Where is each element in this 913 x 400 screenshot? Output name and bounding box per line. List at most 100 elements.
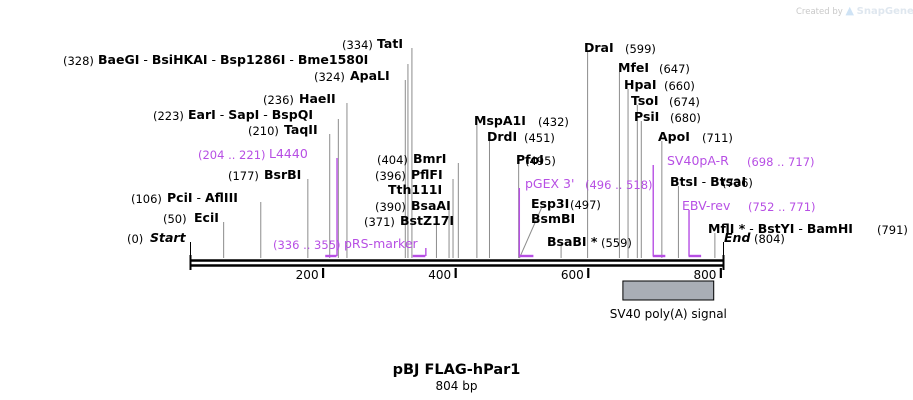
enzyme-position-apali[interactable]: (324) xyxy=(314,68,345,84)
enzyme-name[interactable]: Bsp1286I xyxy=(220,52,286,67)
enzyme-position-btsi-group[interactable]: (736) xyxy=(722,174,753,190)
enzyme-name[interactable]: PfoI xyxy=(516,152,544,167)
enzyme-name[interactable]: PciI xyxy=(167,190,193,205)
enzyme-name[interactable]: DrdI xyxy=(487,129,518,144)
enzyme-label-pflfi[interactable]: PflFI xyxy=(411,166,443,182)
feature-label-ebv-rev[interactable]: EBV-rev xyxy=(682,197,730,213)
enzyme-position-hpai[interactable]: (660) xyxy=(664,77,695,93)
enzyme-label-esp3i[interactable]: Esp3I xyxy=(531,195,569,211)
terminal-position-start[interactable]: (0) xyxy=(127,230,143,246)
enzyme-position-mfli-group[interactable]: (791) xyxy=(877,221,908,237)
enzyme-position-apoi[interactable]: (711) xyxy=(702,129,733,145)
feature-label-l4440[interactable]: L4440 xyxy=(269,145,308,161)
enzyme-name[interactable]: AflIII xyxy=(204,190,238,205)
enzyme-label-btsi-group[interactable]: BtsI - BtsaI xyxy=(670,173,746,189)
feature-name[interactable]: pRS-marker xyxy=(344,236,418,251)
enzyme-name[interactable]: EciI xyxy=(194,210,219,225)
terminal-label-end[interactable]: End xyxy=(724,229,750,245)
enzyme-label-mfli-group[interactable]: MflI * - BstYI - BamHI xyxy=(708,220,853,236)
enzyme-position-haeii[interactable]: (236) xyxy=(263,91,294,107)
enzyme-label-psii[interactable]: PsiI xyxy=(634,108,659,124)
enzyme-label-ecii[interactable]: EciI xyxy=(194,209,219,225)
enzyme-position-tati[interactable]: (334) xyxy=(342,36,373,52)
enzyme-name[interactable]: BsaAI xyxy=(411,198,451,213)
feature-name[interactable]: EBV-rev xyxy=(682,198,731,213)
enzyme-name[interactable]: TsoI xyxy=(631,93,659,108)
feature-name[interactable]: L4440 xyxy=(269,146,308,161)
enzyme-label-bsrbi[interactable]: BsrBI xyxy=(264,166,301,182)
enzyme-position-tsoi[interactable]: (674) xyxy=(669,93,700,109)
enzyme-label-bsmbi[interactable]: BsmBI xyxy=(531,210,575,226)
enzyme-position-bsaai[interactable]: (390) xyxy=(375,198,406,214)
enzyme-label-hpai[interactable]: HpaI xyxy=(624,76,657,92)
enzyme-name[interactable]: PsiI xyxy=(634,109,660,124)
enzyme-name[interactable]: MflI * xyxy=(708,221,746,236)
enzyme-label-apali[interactable]: ApaLI xyxy=(350,67,390,83)
feature-name[interactable]: pGEX 3' xyxy=(525,176,575,191)
enzyme-name[interactable]: Tth111I xyxy=(388,182,443,197)
enzyme-position-pcii-group[interactable]: (106) xyxy=(131,190,162,206)
enzyme-name[interactable]: BsaBI * xyxy=(547,234,598,249)
enzyme-name[interactable]: BsmBI xyxy=(531,211,576,226)
terminal-name[interactable]: Start xyxy=(150,230,186,245)
enzyme-position-bsrbi[interactable]: (177) xyxy=(228,167,259,183)
enzyme-position-mfei[interactable]: (647) xyxy=(659,60,690,76)
enzyme-label-baegi-group[interactable]: BaeGI - BsiHKAI - Bsp1286I - Bme1580I xyxy=(98,51,368,67)
enzyme-name[interactable]: BspQI xyxy=(271,107,313,122)
enzyme-name[interactable]: BamHI xyxy=(806,221,853,236)
enzyme-name[interactable]: TaqII xyxy=(284,122,318,137)
terminal-label-start[interactable]: Start xyxy=(150,229,186,245)
feature-range-prs-marker[interactable]: (336 .. 355) xyxy=(273,236,341,252)
enzyme-position-taqii[interactable]: (210) xyxy=(248,122,279,138)
enzyme-position-bstz17i[interactable]: (371) xyxy=(364,213,395,229)
enzyme-label-drai[interactable]: DraI xyxy=(584,39,614,55)
enzyme-label-eari-group[interactable]: EarI - SapI - BspQI xyxy=(188,106,313,122)
feature-range-pgex3[interactable]: (496 .. 518) xyxy=(585,176,653,192)
enzyme-name[interactable]: BstYI xyxy=(757,221,795,236)
enzyme-position-eari-group[interactable]: (223) xyxy=(153,107,184,123)
enzyme-position-bmri[interactable]: (404) xyxy=(377,151,408,167)
enzyme-name[interactable]: MfeI xyxy=(618,60,650,75)
enzyme-label-pcii-group[interactable]: PciI - AflIII xyxy=(167,189,238,205)
feature-range-sv40pa-r[interactable]: (698 .. 717) xyxy=(747,153,815,169)
feature-label-sv40pa-r[interactable]: SV40pA-R xyxy=(667,152,729,168)
terminal-position-end[interactable]: (804) xyxy=(754,230,785,246)
enzyme-name[interactable]: DraI xyxy=(584,40,614,55)
enzyme-name[interactable]: BtsaI xyxy=(710,174,747,189)
enzyme-name[interactable]: BtsI xyxy=(670,174,698,189)
enzyme-label-bsabi[interactable]: BsaBI * xyxy=(547,233,597,249)
enzyme-position-ecii[interactable]: (50) xyxy=(163,210,187,226)
enzyme-position-pflfi[interactable]: (396) xyxy=(375,167,406,183)
enzyme-name[interactable]: SapI xyxy=(228,107,260,122)
enzyme-name[interactable]: PflFI xyxy=(411,167,443,182)
enzyme-label-bsaai[interactable]: BsaAI xyxy=(411,197,451,213)
feature-range-ebv-rev[interactable]: (752 .. 771) xyxy=(748,198,816,214)
enzyme-name[interactable]: Bme1580I xyxy=(297,52,369,67)
terminal-name[interactable]: End xyxy=(724,230,751,245)
enzyme-position-esp3i[interactable]: (497) xyxy=(570,196,601,212)
enzyme-position-baegi-group[interactable]: (328) xyxy=(63,52,94,68)
enzyme-label-mspa1i[interactable]: MspA1I xyxy=(474,112,526,128)
enzyme-label-haeii[interactable]: HaeII xyxy=(299,90,336,106)
feature-segment-box[interactable] xyxy=(622,280,715,301)
enzyme-name[interactable]: ApaLI xyxy=(350,68,390,83)
enzyme-position-mspa1i[interactable]: (432) xyxy=(538,113,569,129)
enzyme-label-tsoi[interactable]: TsoI xyxy=(631,92,659,108)
enzyme-label-pfoi[interactable]: PfoI xyxy=(516,151,544,167)
enzyme-name[interactable]: BsrBI xyxy=(264,167,302,182)
enzyme-position-bsabi[interactable]: (559) xyxy=(601,234,632,250)
enzyme-name[interactable]: BsiHKAI xyxy=(151,52,208,67)
enzyme-label-apoi[interactable]: ApoI xyxy=(658,128,690,144)
feature-label-pgex3[interactable]: pGEX 3' xyxy=(525,175,574,191)
enzyme-label-drdi[interactable]: DrdI xyxy=(487,128,517,144)
enzyme-position-drdi[interactable]: (451) xyxy=(524,129,555,145)
enzyme-name[interactable]: ApoI xyxy=(658,129,690,144)
enzyme-label-taqii[interactable]: TaqII xyxy=(284,121,318,137)
enzyme-name[interactable]: TatI xyxy=(377,36,403,51)
enzyme-name[interactable]: EarI xyxy=(188,107,216,122)
feature-range-l4440[interactable]: (204 .. 221) xyxy=(198,146,266,162)
enzyme-name[interactable]: Esp3I xyxy=(531,196,570,211)
enzyme-label-bmri[interactable]: BmrI xyxy=(413,150,446,166)
enzyme-name[interactable]: HpaI xyxy=(624,77,657,92)
feature-name[interactable]: SV40pA-R xyxy=(667,153,729,168)
